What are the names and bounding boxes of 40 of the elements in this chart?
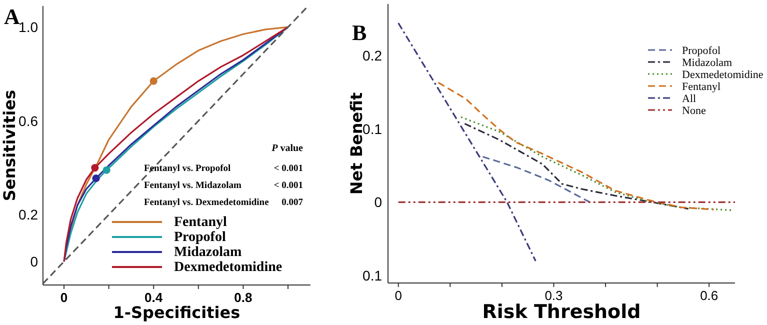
y-tick-label: 0 [374, 194, 382, 210]
annotation: < 0.001 [274, 164, 304, 174]
y-tick-label: 0.6 [18, 112, 38, 129]
legend-label: Fentanyl [174, 215, 227, 230]
y-tick-label: 0 [30, 254, 38, 270]
legend-label: Propofol [174, 230, 226, 245]
x-tick-label: 0 [60, 290, 68, 305]
x-tick-label: 0 [394, 288, 402, 303]
point [150, 77, 158, 85]
legend-label: None [682, 105, 706, 117]
y-tick-label: 0.1 [362, 268, 382, 284]
text: B [352, 20, 367, 45]
line-series [464, 122, 690, 210]
x-tick-label: 0.4 [144, 290, 164, 305]
x-tick-label: 0.3 [544, 288, 563, 303]
x-tick-label: 0.6 [700, 288, 718, 303]
legend-label: Dexmedetomidine [174, 260, 282, 275]
legend-label: Propofol [682, 45, 720, 57]
chart-title: A [4, 4, 20, 29]
point [92, 174, 100, 182]
y-tick-label: 0.2 [362, 47, 382, 64]
x-axis-title: 1-Specificities [113, 303, 240, 322]
legend-label: Midazolam [682, 57, 733, 69]
legend-label: All [682, 93, 696, 105]
annotation: P value [272, 143, 304, 154]
annotation: Fentanyl vs. Midazolam [144, 181, 242, 191]
line-series [482, 156, 591, 204]
annotation: < 0.001 [274, 181, 304, 191]
y-axis-title: Sensitivities [0, 90, 19, 202]
legend-label: Dexmedetomidine [682, 69, 764, 81]
legend-label: Fentanyl [682, 81, 720, 93]
point [91, 164, 99, 172]
y-tick-label: 1.0 [18, 19, 38, 36]
y-tick-label: 0.2 [18, 206, 38, 223]
legend-label: Midazolam [174, 245, 242, 260]
annotation: 0.007 [282, 198, 304, 208]
point [102, 166, 110, 174]
annotation: Fentanyl vs. Dexmedetomidine [144, 198, 269, 208]
x-tick-label: 0.8 [234, 290, 252, 305]
x-axis-title: Risk Threshold [482, 301, 641, 323]
